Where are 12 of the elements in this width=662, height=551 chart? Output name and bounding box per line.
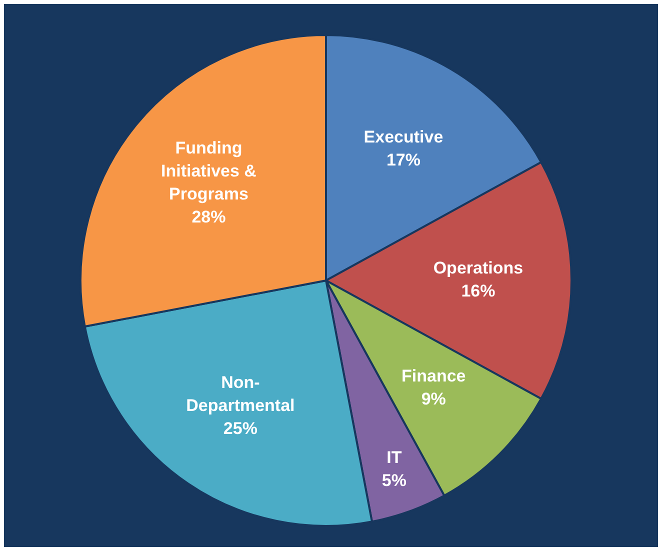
slice-label: Non-Departmental <box>186 373 295 416</box>
slice-label: Executive <box>364 128 444 147</box>
data-label: 25% <box>223 419 258 438</box>
data-label: 5% <box>382 471 406 490</box>
slice-label: Operations <box>433 258 524 278</box>
data-label: 9% <box>421 389 446 408</box>
data-label: 17% <box>386 150 420 170</box>
slice-label: Finance <box>402 366 466 386</box>
data-label: 16% <box>461 282 496 301</box>
slice-label: Funding Initiatives & Programs <box>161 138 256 204</box>
slice-label: IT <box>386 448 402 468</box>
data-label: 28% <box>192 208 226 227</box>
